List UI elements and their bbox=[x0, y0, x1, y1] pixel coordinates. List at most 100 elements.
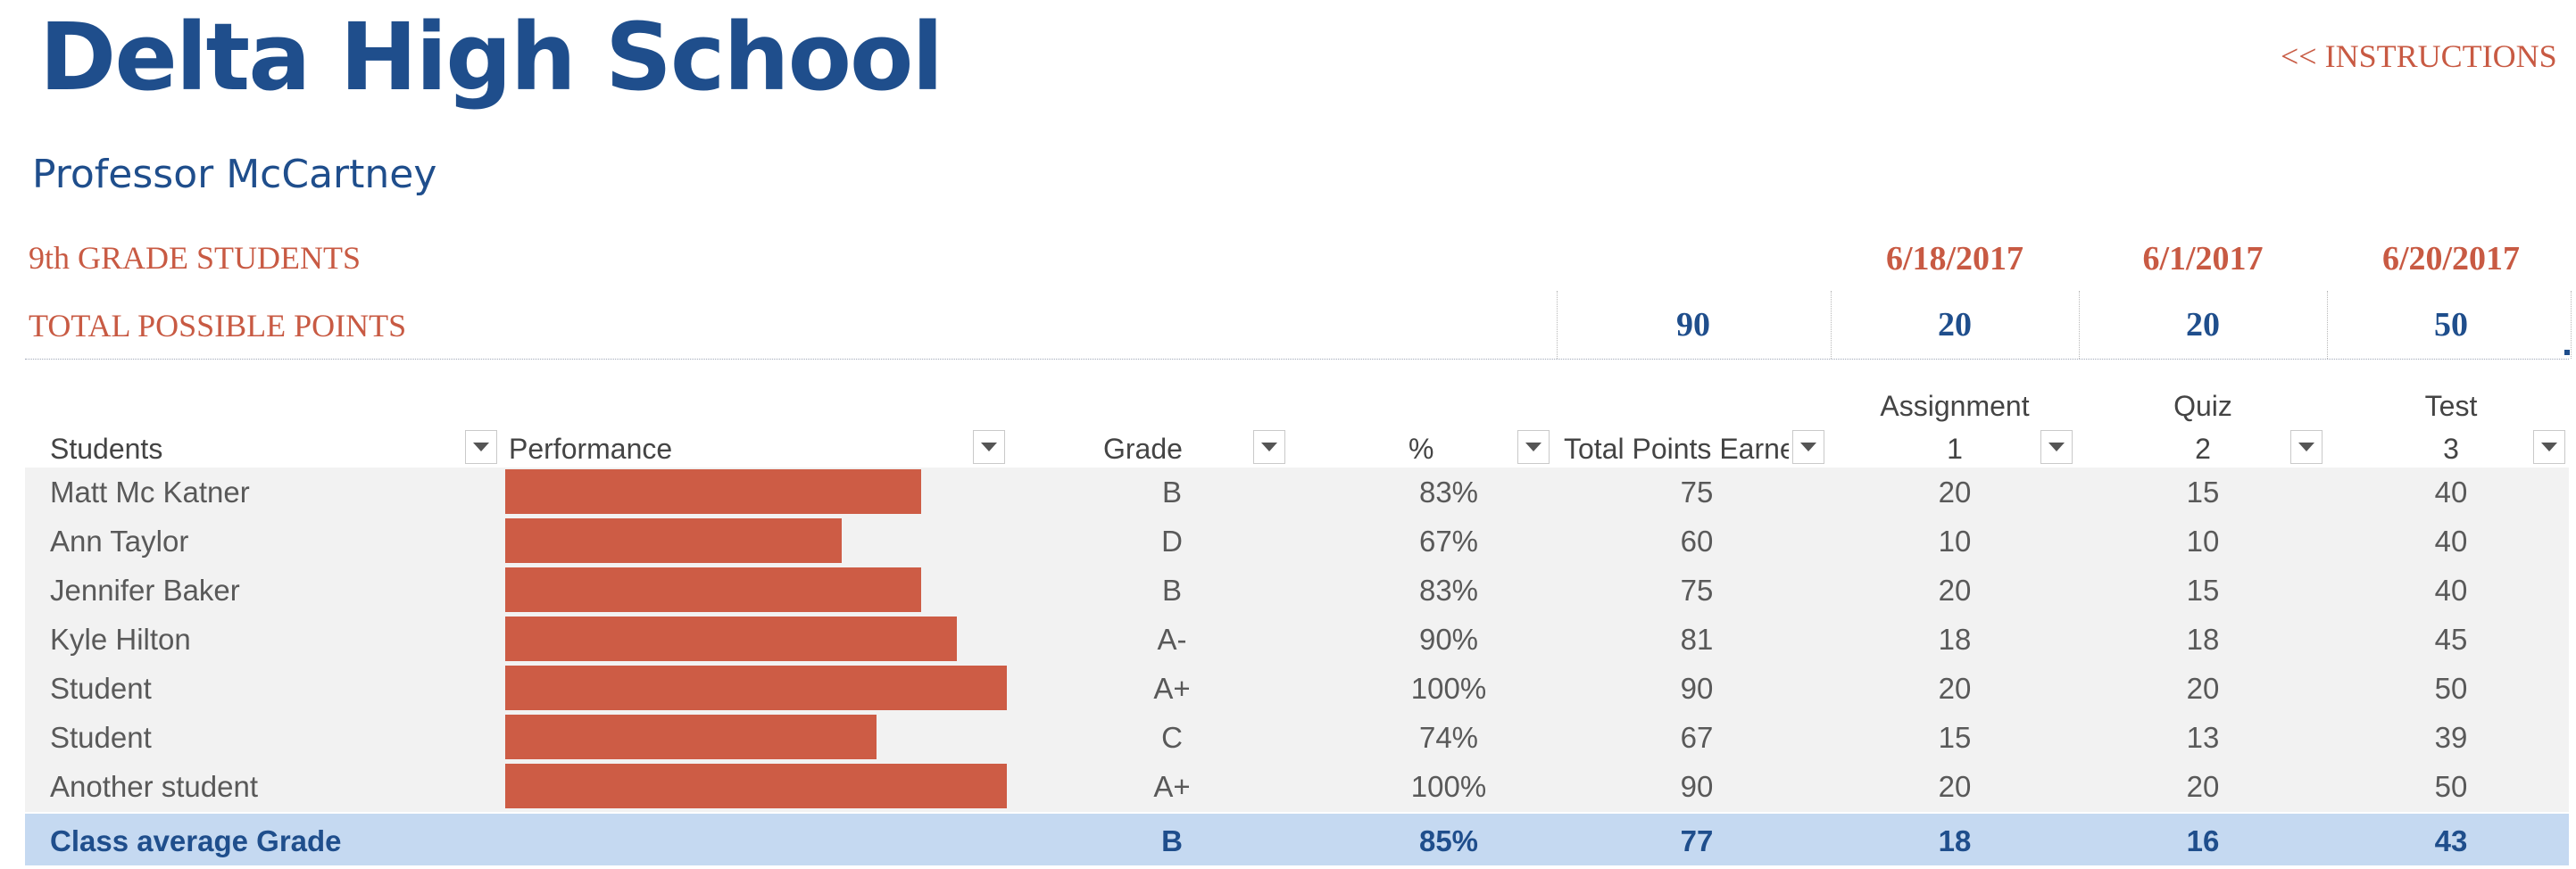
student-name: Matt Mc Katner bbox=[50, 476, 250, 509]
performance-bar bbox=[505, 469, 921, 514]
section-students-label: 9th GRADE STUDENTS bbox=[29, 240, 361, 276]
performance-bar bbox=[505, 764, 1007, 808]
student-name: Ann Taylor bbox=[50, 525, 189, 558]
student-percent: 100% bbox=[1410, 672, 1487, 705]
student-assignment-score: 18 bbox=[1938, 623, 1972, 656]
school-title: Delta High School bbox=[39, 3, 943, 112]
student-total-points: 90 bbox=[1680, 672, 1714, 705]
table-row[interactable]: Jennifer Baker B 83% 75 20 15 40 bbox=[25, 566, 2569, 615]
assignment-date: 6/18/2017 bbox=[1885, 240, 2024, 277]
student-quiz-score: 20 bbox=[2186, 672, 2220, 705]
performance-bar bbox=[505, 567, 921, 612]
student-percent: 67% bbox=[1418, 525, 1479, 558]
class-average-row: Class average Grade B 85% 77 18 16 43 bbox=[25, 814, 2569, 865]
table-row[interactable]: Kyle Hilton A- 90% 81 18 18 45 bbox=[25, 615, 2569, 664]
student-assignment-score: 20 bbox=[1938, 574, 1972, 607]
test-date: 6/20/2017 bbox=[2381, 240, 2521, 277]
student-quiz-score: 20 bbox=[2186, 770, 2220, 803]
instructions-link[interactable]: << INSTRUCTIONS bbox=[2281, 38, 2557, 74]
student-grade: B bbox=[1161, 476, 1182, 509]
student-test-score: 50 bbox=[2434, 770, 2468, 803]
student-assignment-score: 10 bbox=[1938, 525, 1972, 558]
student-test-score: 39 bbox=[2434, 721, 2468, 754]
student-percent: 83% bbox=[1418, 476, 1479, 509]
student-quiz-score: 18 bbox=[2186, 623, 2220, 656]
quiz-date: 6/1/2017 bbox=[2142, 240, 2264, 277]
divider bbox=[2079, 291, 2080, 359]
student-grade: D bbox=[1161, 525, 1183, 558]
table-row[interactable]: Matt Mc Katner B 83% 75 20 15 40 bbox=[25, 468, 2569, 517]
student-test-score: 40 bbox=[2434, 476, 2468, 509]
student-name: Kyle Hilton bbox=[50, 623, 191, 656]
divider bbox=[1831, 291, 1832, 359]
student-assignment-score: 20 bbox=[1938, 672, 1972, 705]
student-name: Another student bbox=[50, 770, 258, 803]
chevron-down-icon bbox=[1800, 443, 1816, 451]
header-total-points: Total Points Earne bbox=[1564, 433, 1789, 465]
student-quiz-score: 15 bbox=[2186, 476, 2220, 509]
average-grade: B bbox=[1161, 824, 1183, 857]
header-assignment-number: 1 bbox=[1947, 433, 1963, 465]
student-percent: 83% bbox=[1418, 574, 1479, 607]
table-row[interactable]: Student C 74% 67 15 13 39 bbox=[25, 713, 2569, 762]
header-percent: % bbox=[1408, 433, 1434, 465]
chevron-down-icon bbox=[1525, 443, 1541, 451]
student-name: Jennifer Baker bbox=[50, 574, 240, 607]
student-quiz-score: 15 bbox=[2186, 574, 2220, 607]
average-total: 77 bbox=[1680, 824, 1714, 857]
students-filter-button[interactable] bbox=[465, 430, 497, 464]
total-points-filter-button[interactable] bbox=[1792, 430, 1824, 464]
table-row[interactable]: Student A+ 100% 90 20 20 50 bbox=[25, 664, 2569, 713]
divider bbox=[2571, 291, 2572, 359]
chevron-down-icon bbox=[2298, 443, 2314, 451]
chevron-down-icon bbox=[2048, 443, 2065, 451]
table-resize-handle[interactable] bbox=[2564, 350, 2570, 355]
table-row[interactable]: Ann Taylor D 67% 60 10 10 40 bbox=[25, 517, 2569, 566]
grade-filter-button[interactable] bbox=[1253, 430, 1285, 464]
student-percent: 74% bbox=[1418, 721, 1479, 754]
performance-bar bbox=[505, 666, 1007, 710]
test-filter-button[interactable] bbox=[2533, 430, 2565, 464]
student-grade: A+ bbox=[1153, 672, 1191, 705]
student-assignment-score: 15 bbox=[1938, 721, 1972, 754]
performance-filter-button[interactable] bbox=[973, 430, 1005, 464]
divider bbox=[1557, 291, 1558, 359]
student-grade: C bbox=[1161, 721, 1183, 754]
performance-bar bbox=[505, 518, 842, 563]
chevron-down-icon bbox=[473, 443, 489, 451]
student-test-score: 45 bbox=[2434, 623, 2468, 656]
student-assignment-score: 20 bbox=[1938, 770, 1972, 803]
possible-assignment-points: 20 bbox=[1938, 306, 1972, 343]
student-total-points: 67 bbox=[1680, 721, 1714, 754]
possible-total-points: 90 bbox=[1676, 306, 1710, 343]
average-test: 43 bbox=[2434, 824, 2468, 857]
student-total-points: 90 bbox=[1680, 770, 1714, 803]
header-quiz: Quiz bbox=[2173, 390, 2232, 422]
possible-test-points: 50 bbox=[2434, 306, 2468, 343]
chevron-down-icon bbox=[2541, 443, 2557, 451]
student-percent: 90% bbox=[1418, 623, 1479, 656]
header-assignment: Assignment bbox=[1880, 390, 2030, 422]
assignment-filter-button[interactable] bbox=[2040, 430, 2073, 464]
professor-name: Professor McCartney bbox=[32, 152, 437, 197]
student-test-score: 40 bbox=[2434, 574, 2468, 607]
quiz-filter-button[interactable] bbox=[2290, 430, 2323, 464]
student-name: Student bbox=[50, 721, 152, 754]
header-grade: Grade bbox=[1103, 433, 1183, 465]
student-grade: A+ bbox=[1153, 770, 1191, 803]
table-row[interactable]: Another student A+ 100% 90 20 20 50 bbox=[25, 762, 2569, 811]
student-total-points: 81 bbox=[1680, 623, 1714, 656]
student-table-body: Matt Mc Katner B 83% 75 20 15 40 Ann Taylor D 67%… bbox=[25, 468, 2569, 812]
divider bbox=[2327, 291, 2328, 359]
header-performance: Performance bbox=[509, 433, 673, 465]
chevron-down-icon bbox=[981, 443, 997, 451]
average-label: Class average Grade bbox=[50, 824, 342, 857]
student-total-points: 75 bbox=[1680, 476, 1714, 509]
average-assignment: 18 bbox=[1938, 824, 1972, 857]
student-quiz-score: 13 bbox=[2186, 721, 2220, 754]
percent-filter-button[interactable] bbox=[1517, 430, 1550, 464]
student-name: Student bbox=[50, 672, 152, 705]
student-total-points: 60 bbox=[1680, 525, 1714, 558]
average-percent: 85% bbox=[1418, 824, 1479, 857]
student-test-score: 50 bbox=[2434, 672, 2468, 705]
